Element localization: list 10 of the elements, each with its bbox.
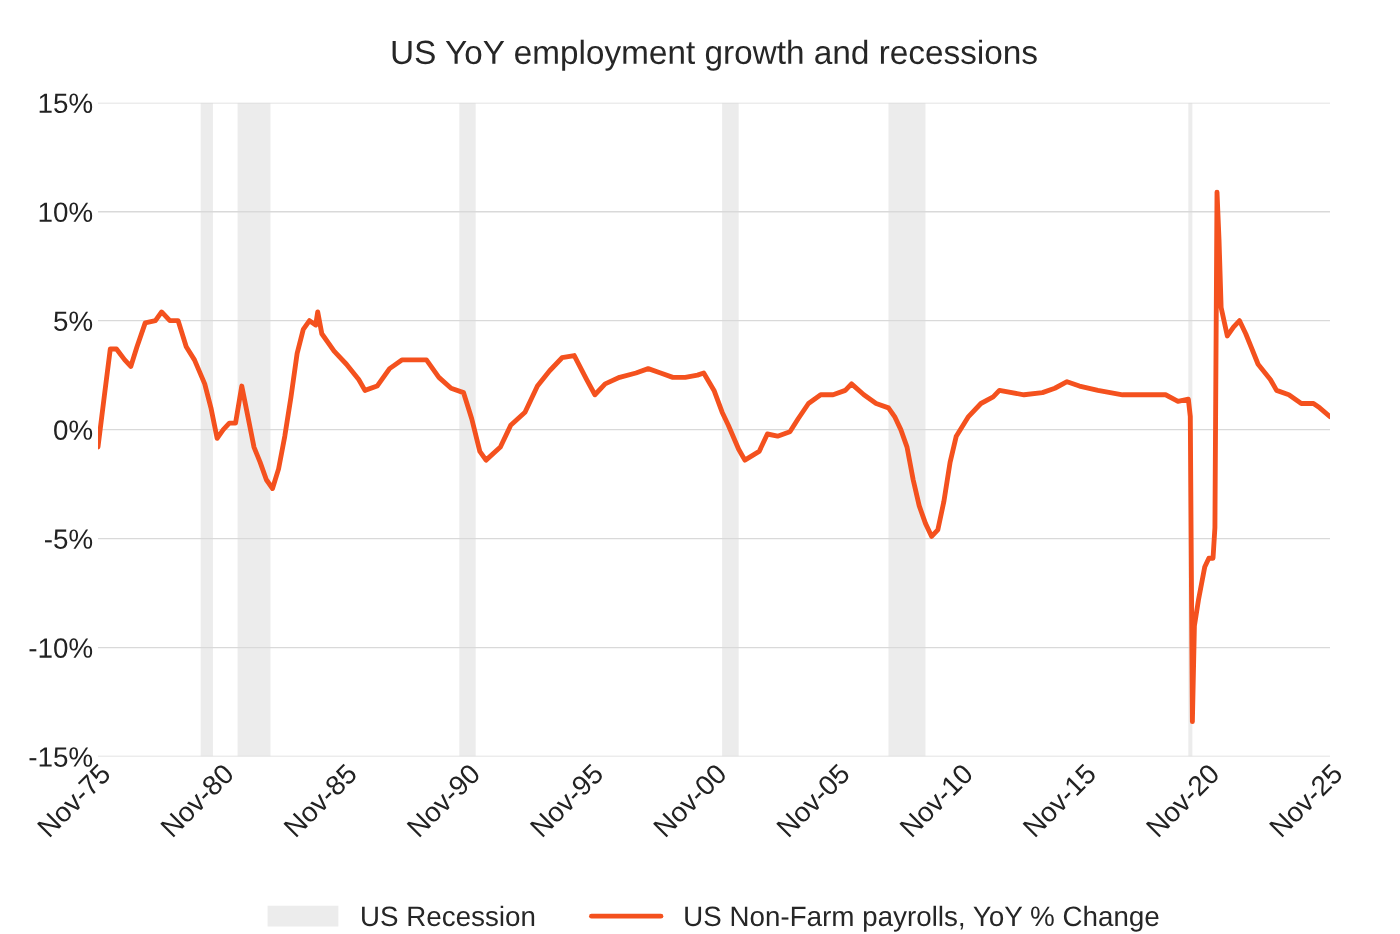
y-tick-label: -10% xyxy=(29,638,93,658)
line-series xyxy=(98,189,1330,725)
y-tick-label: 15% xyxy=(39,93,93,114)
y-tick-label: 10% xyxy=(39,202,93,223)
y-tick-label: 0% xyxy=(54,420,93,440)
y-tick-label: 5% xyxy=(54,311,93,332)
legend-label: US Non-Farm payrolls, YoY % Change xyxy=(685,905,1159,932)
legend-label: US Recession xyxy=(362,905,535,927)
chart-title: US YoY employment growth and recessions xyxy=(392,39,1037,71)
y-tick-label: -5% xyxy=(44,529,93,549)
